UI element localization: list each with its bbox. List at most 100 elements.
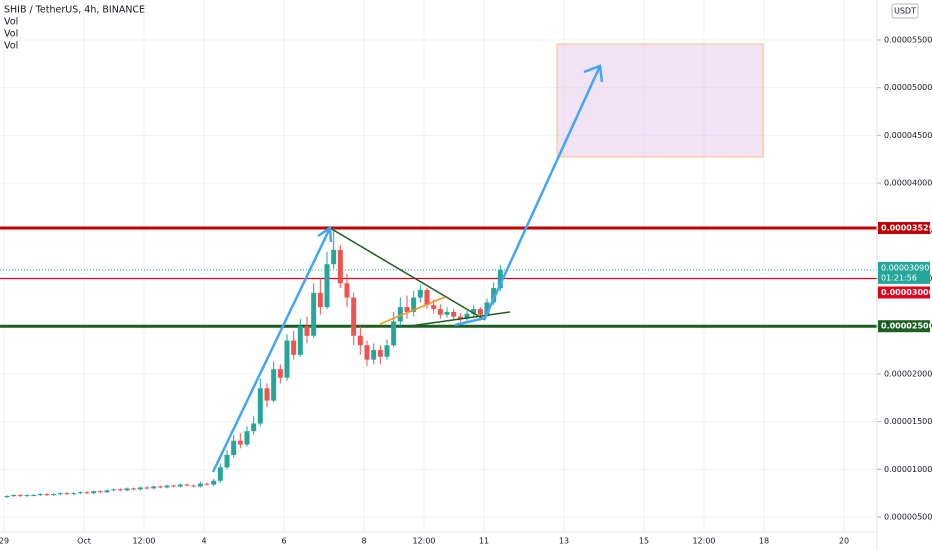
x-tick-label: Oct	[77, 537, 91, 546]
candle-body	[491, 288, 497, 303]
candle-body	[377, 350, 383, 357]
candle-body	[431, 305, 437, 310]
candle-body	[117, 489, 123, 491]
candle-body	[97, 491, 103, 493]
candle-body	[497, 269, 503, 289]
candle-body	[417, 289, 423, 298]
candle-body	[164, 485, 170, 488]
arrow	[454, 65, 602, 327]
arrow	[211, 227, 332, 473]
candle-body	[337, 249, 343, 284]
chart-title: SHIB / TetherUS, 4h, BINANCE	[4, 5, 145, 16]
candle-body	[344, 283, 350, 298]
candle-body	[437, 309, 443, 315]
candle-body	[57, 493, 63, 495]
candle-body	[244, 431, 250, 445]
y-tick-label: 0.00004000	[884, 179, 932, 188]
candle-body	[311, 292, 317, 336]
candle-body	[217, 467, 223, 481]
candle-body	[231, 440, 237, 456]
y-tick-label: 0.00004500	[884, 131, 932, 140]
candle-body	[37, 494, 43, 496]
candle-body	[371, 350, 377, 360]
last-price-box	[878, 261, 930, 284]
candle-body	[17, 495, 23, 497]
candle-body	[357, 335, 363, 346]
candle-body	[171, 485, 177, 487]
y-tick-label: 0.00005000	[884, 83, 932, 92]
y-tick-label: 0.00002000	[884, 369, 932, 378]
drawings	[211, 43, 764, 473]
candle-body	[191, 485, 197, 487]
last-price-label: 0.00003090	[881, 263, 929, 272]
target-box	[556, 43, 764, 158]
x-tick-label: 18	[759, 537, 769, 546]
trend-line	[379, 296, 446, 325]
candle-body	[104, 490, 110, 493]
x-tick-label: 4	[201, 537, 206, 546]
candle-body	[277, 369, 283, 378]
candle-body	[51, 494, 57, 496]
candle-body	[304, 326, 310, 336]
candle-body	[224, 455, 230, 468]
candle-body	[131, 488, 137, 490]
x-tick-label: 11	[479, 537, 489, 546]
candle-body	[291, 340, 297, 355]
candle-body	[397, 307, 403, 322]
candle-body	[64, 493, 70, 495]
candle-body	[84, 492, 90, 494]
candle-body	[197, 483, 203, 487]
candle-body	[71, 493, 77, 495]
candle-body	[391, 321, 397, 346]
arrow-head	[583, 64, 604, 83]
x-tick-label: 12:00	[412, 537, 435, 546]
candle-body	[211, 480, 217, 485]
candle-body	[271, 369, 277, 401]
candle-body	[477, 309, 483, 315]
indicator: Vol	[4, 41, 18, 52]
candle-body	[11, 495, 17, 497]
y-tick-label: 0.00001000	[884, 465, 932, 474]
x-tick-label: 12:00	[132, 537, 155, 546]
candle-body	[77, 492, 83, 494]
currency-box[interactable]	[891, 3, 919, 19]
candle-body	[457, 316, 463, 319]
price-label-box	[878, 222, 930, 235]
price-label: 0.00003000	[881, 288, 932, 297]
candle-body	[44, 494, 50, 496]
candle-body	[284, 340, 290, 378]
price-label: 0.00002500	[881, 322, 932, 331]
x-tick-label: 20	[839, 537, 849, 546]
candle-body	[424, 289, 430, 306]
candle-body	[151, 486, 157, 489]
candle-body	[257, 388, 263, 424]
price-label: 0.00003529	[881, 224, 932, 233]
indicator: Vol	[4, 17, 18, 28]
candle-body	[177, 484, 183, 487]
candle-body	[24, 495, 30, 497]
candle-body	[204, 483, 210, 485]
candle-body	[144, 487, 150, 489]
candle-body	[297, 326, 303, 355]
trend-line	[409, 311, 511, 327]
candle-body	[317, 292, 323, 308]
price-label-box	[878, 286, 930, 299]
candle-body	[411, 297, 417, 312]
candle-body	[124, 488, 130, 491]
x-tick-label: 13	[559, 537, 569, 546]
candle-body	[451, 311, 457, 317]
candle-body	[364, 345, 370, 360]
candle-body	[404, 307, 410, 312]
candle-body	[111, 489, 117, 491]
currency[interactable]: USDT	[894, 7, 916, 16]
candle-body	[324, 264, 330, 308]
candle-body	[484, 302, 490, 315]
x-tick-label: 8	[361, 537, 366, 546]
x-tick-label: 6	[281, 537, 286, 546]
indicator: Vol	[4, 29, 18, 40]
candle-body	[251, 423, 257, 432]
trend-line	[329, 227, 486, 321]
candle-body	[444, 311, 450, 315]
candle-body	[471, 309, 477, 314]
